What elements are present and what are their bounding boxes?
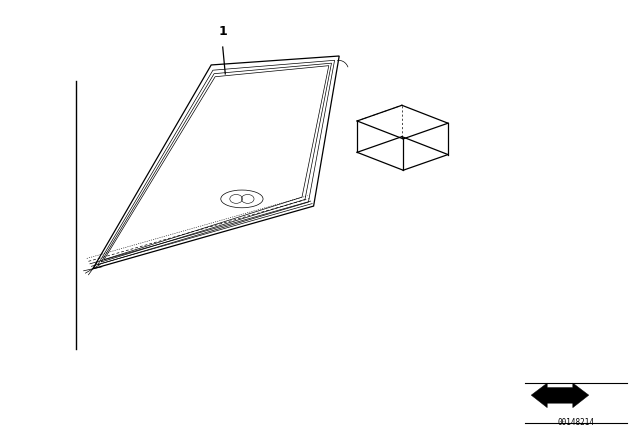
Text: 1: 1 [218,25,227,38]
Polygon shape [531,383,589,408]
Text: 00148214: 00148214 [557,418,595,427]
